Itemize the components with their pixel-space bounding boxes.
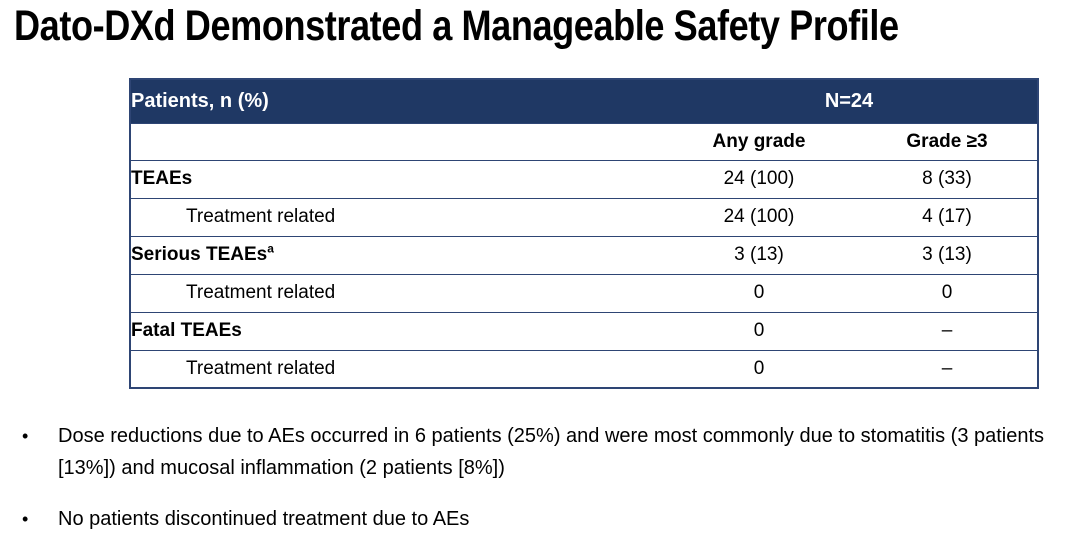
table-header-patients-label: Patients, n (%)	[130, 78, 661, 124]
any-grade-value-cell: 0	[661, 273, 857, 313]
table-header-n-label: N=24	[661, 78, 1038, 124]
row-label-cell: Serious TEAEsa	[130, 235, 661, 275]
grade-ge3-value-cell: –	[857, 349, 1038, 389]
footnote-marker: a	[267, 241, 274, 256]
table-header-row: Patients, n (%) N=24	[130, 78, 1038, 124]
subheader-grade-ge3: Grade ≥3	[857, 122, 1038, 161]
grade-ge3-value-cell: 4 (17)	[857, 197, 1038, 237]
subheader-empty-cell	[130, 122, 661, 161]
row-label-cell: Treatment related	[130, 273, 661, 313]
row-label-cell: Treatment related	[130, 197, 661, 237]
grade-ge3-value-cell: 0	[857, 273, 1038, 313]
bullet-icon: •	[22, 509, 29, 529]
bullet-list: • Dose reductions due to AEs occurred in …	[18, 420, 1068, 554]
grade-ge3-value-cell: 8 (33)	[857, 159, 1038, 199]
any-grade-value-cell: 24 (100)	[661, 159, 857, 199]
table-row: Treatment related 24 (100) 4 (17)	[130, 197, 1038, 237]
table-row: TEAEs 24 (100) 8 (33)	[130, 159, 1038, 199]
table-row: Treatment related 0–	[130, 349, 1038, 389]
bullet-item: • No patients discontinued treatment due …	[18, 503, 1058, 535]
bullet-icon: •	[22, 426, 29, 446]
slide-title: Dato-DXd Demonstrated a Manageable Safet…	[14, 2, 899, 50]
any-grade-value-cell: 0	[661, 311, 857, 351]
row-label-cell: Treatment related	[130, 349, 661, 389]
any-grade-value-cell: 24 (100)	[661, 197, 857, 237]
any-grade-value-cell: 3 (13)	[661, 235, 857, 275]
bullet-item: • Dose reductions due to AEs occurred in …	[18, 420, 1058, 484]
safety-table: Patients, n (%) N=24 Any grade Grade ≥3 …	[129, 78, 1039, 389]
bullet-text: Dose reductions due to AEs occurred in 6…	[58, 425, 1045, 479]
row-label-cell: Fatal TEAEs	[130, 311, 661, 351]
subheader-any-grade: Any grade	[661, 122, 857, 161]
grade-ge3-value-cell: 3 (13)	[857, 235, 1038, 275]
table-row: Treatment related 0 0	[130, 273, 1038, 313]
grade-ge3-value-cell: –	[857, 311, 1038, 351]
row-label-cell: TEAEs	[130, 159, 661, 199]
table-row: Serious TEAEsa 3 (13) 3 (13)	[130, 235, 1038, 275]
any-grade-value-cell: 0	[661, 349, 857, 389]
table-row: Fatal TEAEs 0–	[130, 311, 1038, 351]
table-subheader-row: Any grade Grade ≥3	[130, 122, 1038, 161]
bullet-text: No patients discontinued treatment due t…	[58, 508, 470, 530]
